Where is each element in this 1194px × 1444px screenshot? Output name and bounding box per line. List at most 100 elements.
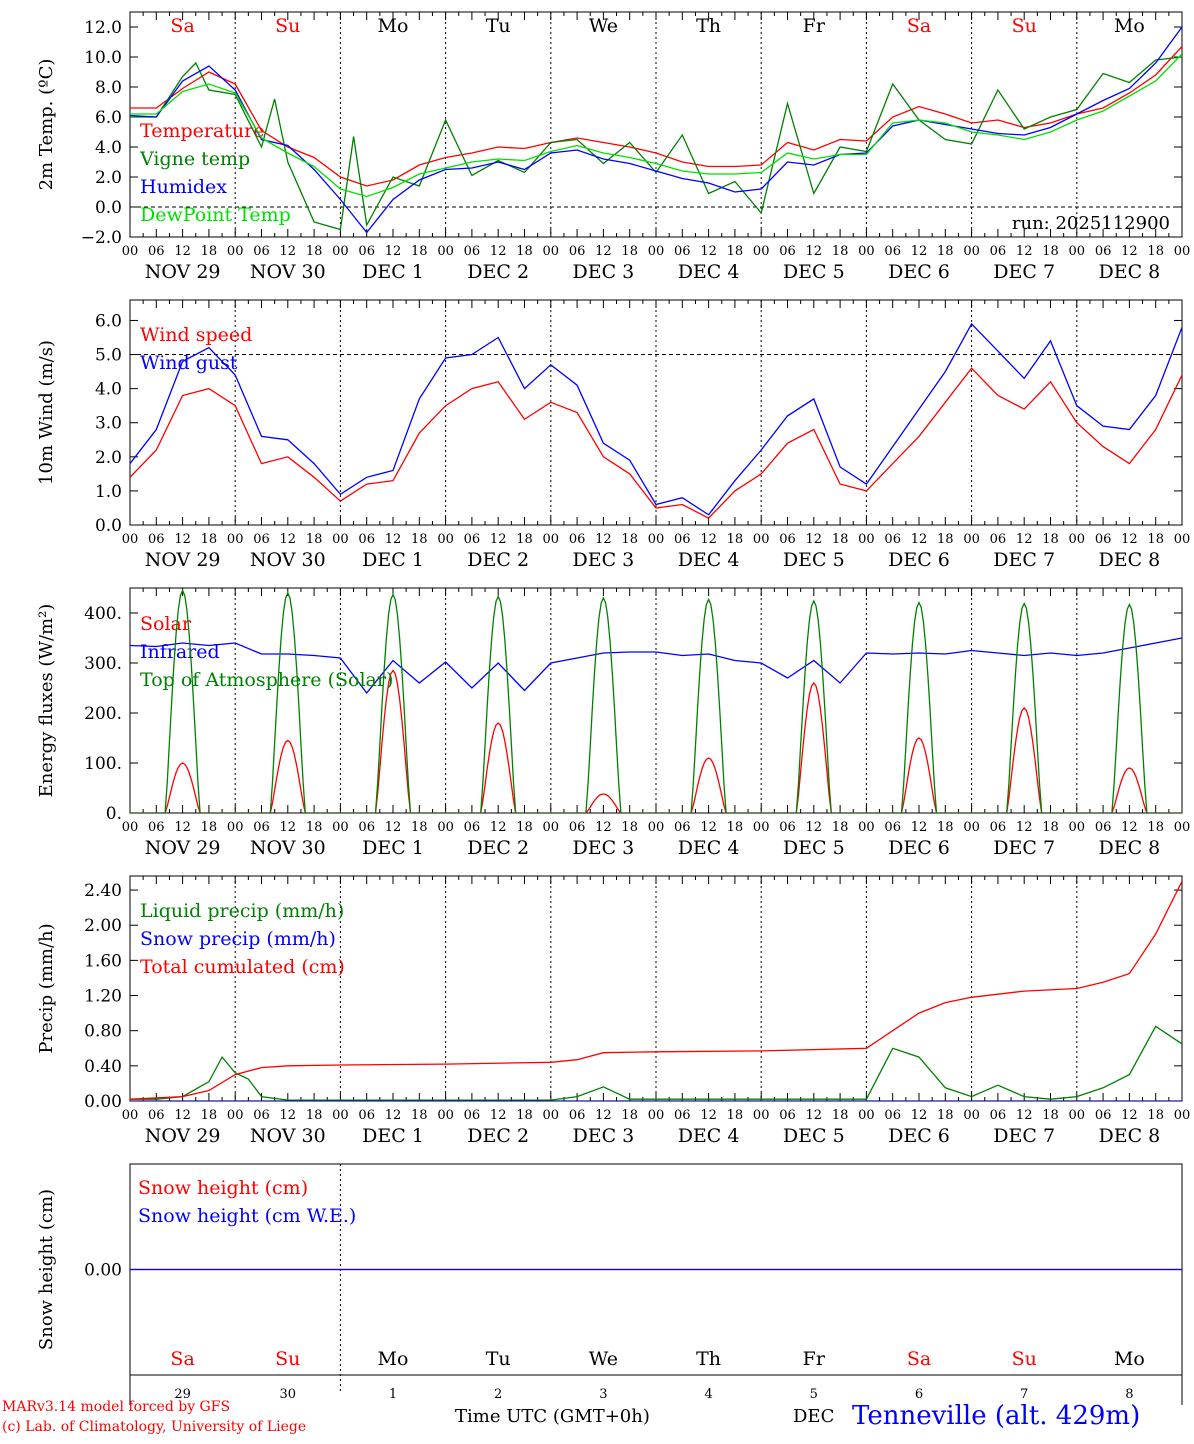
hour-tick-label: 00 [1174, 820, 1191, 835]
hour-tick-label: 00 [963, 244, 980, 259]
y-tick-label: 8.0 [95, 78, 122, 98]
hour-tick-label: 00 [753, 1108, 770, 1123]
hour-tick-label: 06 [569, 820, 586, 835]
y-tick-label: 12.0 [84, 18, 122, 38]
hour-tick-label: 06 [779, 244, 796, 259]
day-strip-label: Fr [803, 15, 826, 37]
hour-tick-label: 06 [253, 532, 270, 547]
hour-tick-label: 06 [464, 244, 481, 259]
hour-tick-label: 06 [253, 820, 270, 835]
series-line-dewpoint-temp [130, 53, 1182, 198]
hour-tick-label: 06 [148, 820, 165, 835]
date-label: DEC 3 [573, 549, 635, 571]
y-axis-label: Precip (mm/h) [36, 923, 57, 1053]
y-tick-label: 0.40 [84, 1057, 122, 1077]
y-tick-label: 0.80 [84, 1022, 122, 1042]
y-tick-label: 4.0 [95, 380, 122, 400]
y-axis-label: Energy fluxes (W/m²) [36, 604, 57, 798]
date-label: DEC 2 [467, 837, 529, 859]
day-strip-label: Tu [486, 15, 511, 37]
day-strip-label: Mo [1114, 1348, 1145, 1370]
date-label: DEC 6 [888, 261, 950, 283]
legend-snow-height-cm-: Snow height (cm) [138, 1177, 308, 1199]
y-axis-label: Snow height (cm) [36, 1189, 57, 1350]
hour-tick-label: 00 [858, 532, 875, 547]
date-label: DEC 8 [1099, 549, 1161, 571]
y-tick-label: 2.00 [84, 916, 122, 936]
y-tick-label: 2.0 [95, 448, 122, 468]
footer-lab: (c) Lab. of Climatology, University of L… [2, 1419, 307, 1435]
hour-tick-label: 18 [1042, 532, 1059, 547]
hour-tick-label: 12 [806, 244, 823, 259]
hour-tick-label: 00 [858, 244, 875, 259]
hour-tick-label: 12 [595, 244, 612, 259]
y-tick-label: 6.0 [95, 108, 122, 128]
hour-tick-label: 18 [832, 244, 849, 259]
hour-tick-label: 00 [648, 532, 665, 547]
hour-tick-label: 00 [858, 1108, 875, 1123]
hour-tick-label: 06 [779, 1108, 796, 1123]
hour-tick-label: 00 [858, 820, 875, 835]
legend-infrared: Infrared [140, 641, 220, 663]
hour-tick-label: 12 [490, 820, 507, 835]
hour-tick-label: 12 [174, 820, 191, 835]
hour-tick-label: 06 [1095, 244, 1112, 259]
hour-tick-label: 18 [621, 244, 638, 259]
y-axis-label: 2m Temp. (ºC) [36, 59, 57, 191]
hour-tick-label: 18 [1042, 244, 1059, 259]
y-axis-label: 10m Wind (m/s) [36, 340, 57, 485]
hour-tick-label: 06 [358, 244, 375, 259]
y-tick-label: 6.0 [95, 311, 122, 331]
series-line-temperature [130, 46, 1182, 187]
hour-tick-label: 00 [753, 820, 770, 835]
day-strip-label: Tu [486, 1348, 511, 1370]
hour-tick-label: 12 [280, 1108, 297, 1123]
hour-tick-label: 00 [437, 820, 454, 835]
day-strip-label: Mo [1114, 15, 1145, 37]
hour-tick-label: 12 [385, 244, 402, 259]
hour-tick-label: 06 [148, 532, 165, 547]
day-number-label: 2 [494, 1387, 502, 1402]
day-strip-label: We [589, 15, 618, 37]
hour-tick-label: 06 [253, 1108, 270, 1123]
hour-tick-label: 12 [1121, 532, 1138, 547]
hour-tick-label: 06 [148, 244, 165, 259]
hour-tick-label: 12 [911, 820, 928, 835]
date-label: DEC 1 [362, 549, 424, 571]
hour-tick-label: 00 [963, 1108, 980, 1123]
y-tick-label: 3.0 [95, 414, 122, 434]
y-tick-label: 10.0 [84, 48, 122, 68]
hour-tick-label: 00 [227, 244, 244, 259]
series-line-solar [130, 669, 1182, 813]
hour-tick-label: 00 [227, 1108, 244, 1123]
legend-total-cumulated-cm-: Total cumulated (cm) [140, 956, 345, 978]
date-label: DEC 3 [573, 1125, 635, 1147]
y-tick-label: 4.0 [95, 138, 122, 158]
panel-4: 00 06 12 18 NOV 29 00 06 12 18 NOV 30 00 06 12 18 DEC … [36, 875, 1190, 1147]
hour-tick-label: 18 [727, 1108, 744, 1123]
date-label: DEC 3 [573, 837, 635, 859]
date-label: DEC 8 [1099, 261, 1161, 283]
day-number-label: 7 [1020, 1387, 1028, 1402]
hour-tick-label: 18 [201, 244, 218, 259]
y-tick-label: 2.0 [95, 168, 122, 188]
hour-tick-label: 12 [1016, 820, 1033, 835]
day-number-label: 4 [704, 1387, 712, 1402]
hour-tick-label: 18 [306, 244, 323, 259]
hour-tick-label: 06 [990, 820, 1007, 835]
footer-month: DEC [793, 1406, 835, 1427]
hour-tick-label: 06 [674, 1108, 691, 1123]
date-label: NOV 29 [145, 261, 221, 283]
date-label: DEC 7 [993, 261, 1055, 283]
panel-2: 00 06 12 18 NOV 29 00 06 12 18 NOV 30 00 06 12 18 DEC … [36, 299, 1190, 571]
y-tick-label: 1.60 [84, 951, 122, 971]
hour-tick-label: 12 [385, 1108, 402, 1123]
hour-tick-label: 12 [911, 1108, 928, 1123]
date-label: DEC 7 [993, 1125, 1055, 1147]
hour-tick-label: 00 [963, 532, 980, 547]
legend-solar: Solar [140, 613, 192, 635]
legend-top-of-atmosphere-solar-: Top of Atmosphere (Solar) [140, 669, 393, 691]
panel-5: 0.00 Snow height (cm) Snow height (cm) Snow… [36, 1163, 1183, 1405]
